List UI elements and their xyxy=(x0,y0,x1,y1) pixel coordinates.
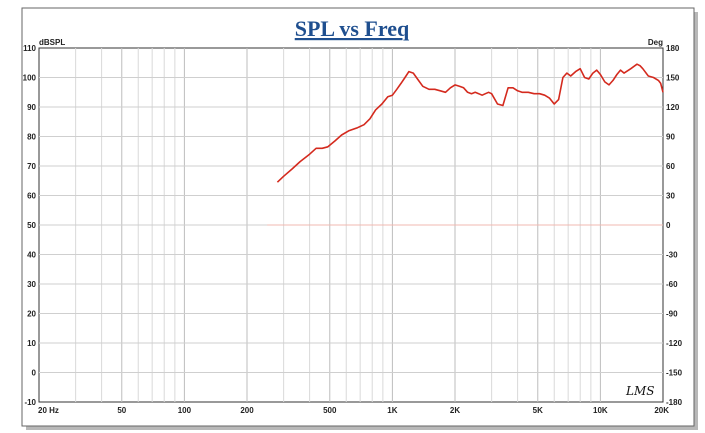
y-tick-label-left: 110 xyxy=(23,44,36,53)
x-tick-label: 2K xyxy=(450,406,460,415)
y-tick-label-left: 90 xyxy=(27,103,36,112)
plot-lines xyxy=(267,63,664,226)
x-tick-label: 20K xyxy=(654,406,669,415)
y-tick-label-right: -90 xyxy=(666,310,678,319)
chart-title: SPL vs Freq xyxy=(295,16,410,41)
y-tick-label-right: -120 xyxy=(666,339,683,348)
y-tick-label-right: -180 xyxy=(666,398,683,407)
y-tick-label-right: -150 xyxy=(666,369,683,378)
x-tick-label: 20 Hz xyxy=(38,406,59,415)
y-tick-label-left: 20 xyxy=(27,310,36,319)
lms-logo: LMS xyxy=(625,384,654,398)
y-axis-right-label: Deg xyxy=(648,38,663,47)
y-tick-label-right: 180 xyxy=(666,44,680,53)
y-tick-label-right: -60 xyxy=(666,280,678,289)
y-tick-label-right: 150 xyxy=(666,74,680,83)
y-tick-label-left: 0 xyxy=(32,369,37,378)
y-tick-label-right: 120 xyxy=(666,103,680,112)
y-tick-label-right: 30 xyxy=(666,192,675,201)
y-tick-label-left: 10 xyxy=(27,339,36,348)
y-axis-left-label: dBSPL xyxy=(39,38,65,47)
y-tick-label-right: -30 xyxy=(666,251,678,260)
x-tick-label: 10K xyxy=(593,406,608,415)
x-tick-labels: 20 Hz 50 100 200 500 1K 2K 5K 10K 20K xyxy=(38,406,669,415)
x-tick-label: 50 xyxy=(117,406,126,415)
y-tick-label-left: 50 xyxy=(27,221,36,230)
y-tick-label-left: 100 xyxy=(23,74,37,83)
y-tick-labels-right: 180 150 120 90 60 30 0 -30 -60 -90 -120 -150 -180 xyxy=(666,44,683,407)
x-tick-label: 5K xyxy=(533,406,543,415)
y-tick-label-right: 0 xyxy=(666,221,671,230)
y-tick-label-right: 60 xyxy=(666,162,675,171)
spl-series-line xyxy=(276,63,664,183)
x-tick-label: 200 xyxy=(240,406,254,415)
x-tick-label: 100 xyxy=(178,406,192,415)
y-tick-label-left: 30 xyxy=(27,280,36,289)
y-tick-label-left: 70 xyxy=(27,162,36,171)
y-tick-label-left: 60 xyxy=(27,192,36,201)
y-tick-label-left: 80 xyxy=(27,133,36,142)
x-tick-label: 1K xyxy=(387,406,397,415)
grid xyxy=(39,48,663,402)
y-tick-label-left: 40 xyxy=(27,251,36,260)
y-tick-label-right: 90 xyxy=(666,133,675,142)
y-tick-label-left: -10 xyxy=(24,398,36,407)
x-tick-label: 500 xyxy=(323,406,337,415)
